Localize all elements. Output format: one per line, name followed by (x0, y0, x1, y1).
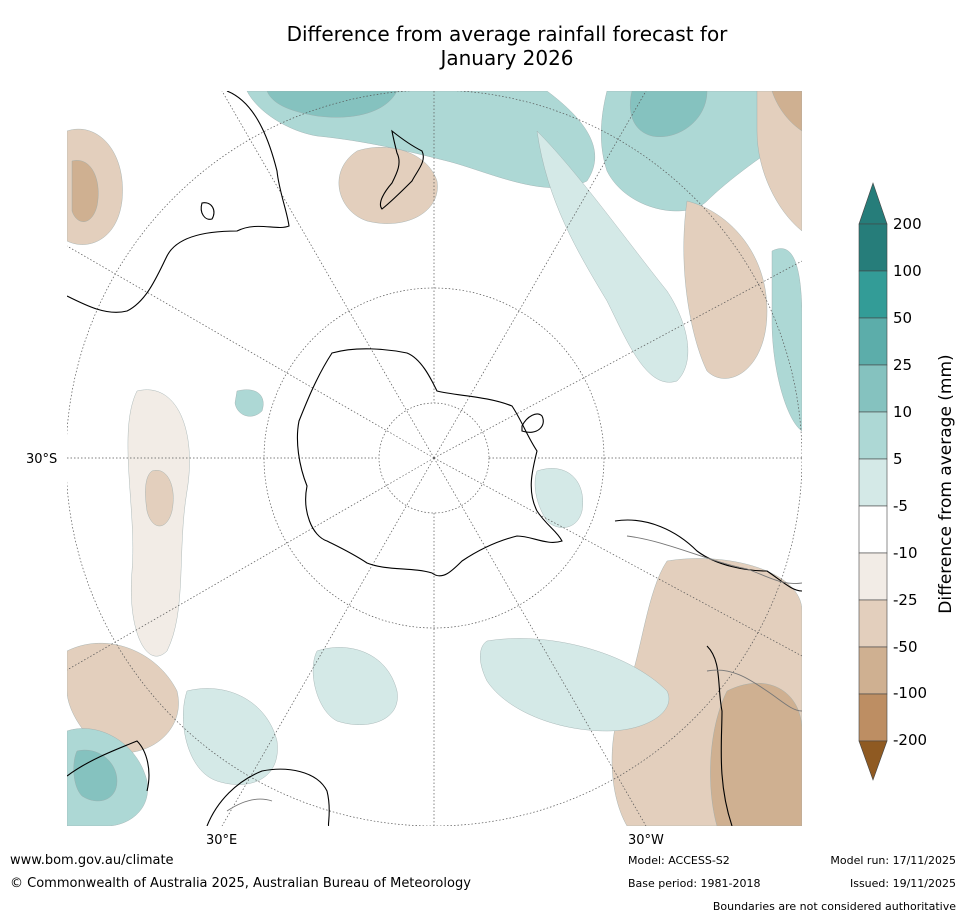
tasmania-coastline (200, 202, 215, 220)
wet-area-east-edge (771, 248, 802, 432)
colorbar-bin-neutral (858, 505, 888, 554)
colorbar-bin-m10-m25 (858, 599, 888, 648)
antarctic-peninsula-coastline (521, 413, 544, 433)
anomaly-shading (67, 91, 802, 826)
south-america-coastline (614, 519, 802, 826)
light-wet-pacific (536, 130, 689, 383)
dry-area-northeast (756, 91, 802, 232)
colorbar-bin-50-100 (858, 317, 888, 366)
dry-area-south-atlantic-core (710, 682, 802, 826)
dry-area-indian-south (67, 642, 179, 754)
wet-area-antarctic-east (534, 468, 583, 528)
latitude-label-30s: 30°S (26, 452, 58, 467)
colorbar-graphic (858, 182, 888, 781)
colorbar-bin-10-25 (858, 411, 888, 460)
longitude-label-30w: 30°W (628, 833, 664, 848)
wet-area-east-pacific-core (630, 91, 708, 137)
coastlines (67, 91, 802, 826)
dry-area-northeast-core (771, 91, 802, 132)
colorbar-bin-25-50 (858, 364, 888, 413)
australia-coastline (67, 91, 290, 313)
colorbar-bin-m5-m10 (858, 552, 888, 601)
colorbar-bin-100-200 (858, 270, 888, 319)
colorbar-title: Difference from average (mm) (936, 354, 956, 614)
footer-model-run: Model run: 17/11/2025 (830, 854, 956, 867)
wet-area-lower-mid (183, 688, 278, 785)
dry-area-indian-mid-core (145, 470, 174, 527)
colorbar-extend-high (858, 182, 888, 225)
colorbar-tick-200: 200 (893, 215, 922, 233)
wet-area-south-pacific-light (312, 647, 398, 725)
colorbar-tick-minus-5: -5 (893, 497, 908, 515)
footer-model: Model: ACCESS-S2 (628, 854, 730, 867)
colorbar-bin-m25-m50 (858, 646, 888, 695)
colorbar-tick-50: 50 (893, 309, 913, 327)
colorbar-tick-10: 10 (893, 403, 913, 421)
footer-base-period: Base period: 1981-2018 (628, 877, 761, 890)
country-borders (226, 535, 802, 812)
colorbar-tick-100: 100 (893, 262, 922, 280)
colorbar-bin-m50-m100 (858, 693, 888, 742)
footer-copyright: © Commonwealth of Australia 2025, Austra… (10, 876, 471, 891)
colorbar-extend-low (858, 740, 888, 781)
map-canvas (67, 91, 802, 826)
colorbar-tick-minus-200: -200 (893, 731, 928, 749)
graticule (67, 91, 802, 826)
longitude-label-30e: 30°E (206, 833, 238, 848)
footer-issued: Issued: 19/11/2025 (849, 877, 956, 890)
dry-area-indian-west-core (71, 160, 99, 222)
polar-map (67, 91, 802, 826)
colorbar-tick-25: 25 (893, 356, 913, 374)
colorbar-bin-5-10 (858, 458, 888, 507)
colorbar-tick-5: 5 (893, 450, 903, 468)
colorbar-tick-minus-10: -10 (893, 544, 918, 562)
map-title-line-1: Difference from average rainfall forecas… (286, 22, 728, 46)
map-title-line-2: January 2026 (440, 46, 574, 70)
wet-area-indian-small (234, 389, 264, 417)
footer-url[interactable]: www.bom.gov.au/climate (10, 853, 174, 868)
colorbar-tick-minus-100: -100 (893, 684, 928, 702)
wet-area-pacific-core (266, 91, 398, 118)
africa-coastline (67, 740, 330, 826)
colorbar-tick-minus-25: -25 (893, 591, 918, 609)
footer-disclaimer: Boundaries are not considered authoritat… (712, 900, 956, 913)
colorbar-tick-minus-50: -50 (893, 638, 918, 656)
wet-area-south-atlantic-light (480, 638, 670, 732)
colorbar-bin-200-plus (858, 223, 888, 272)
antarctica-coastline (296, 348, 563, 577)
dry-area-east (683, 200, 768, 379)
new-zealand-coastline (379, 129, 424, 210)
map-title: Difference from average rainfall forecas… (0, 22, 965, 70)
dry-area-new-zealand (338, 147, 438, 224)
